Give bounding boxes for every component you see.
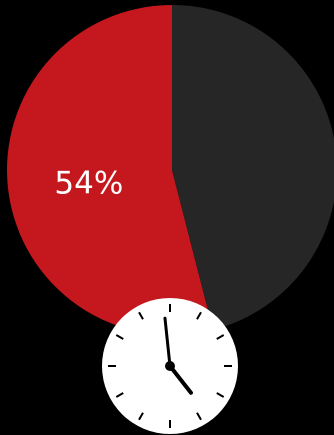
clock-tick — [196, 311, 202, 320]
clock-tick — [216, 392, 225, 398]
clock-tick — [138, 412, 144, 421]
clock-tick — [216, 334, 225, 340]
pie-slice-46 — [172, 5, 334, 330]
clock-minute-hand — [163, 316, 172, 368]
clock-hour-hand — [168, 364, 193, 395]
slice-label-54: 54% — [54, 165, 123, 201]
pie-chart — [6, 5, 334, 335]
clock-tick — [115, 334, 124, 340]
clock-tick — [138, 311, 144, 320]
clock-icon — [102, 298, 238, 434]
pie-slice-54 — [6, 5, 214, 335]
clock-tick — [115, 392, 124, 398]
clock-tick — [196, 412, 202, 421]
clock-center-pin — [165, 361, 175, 371]
